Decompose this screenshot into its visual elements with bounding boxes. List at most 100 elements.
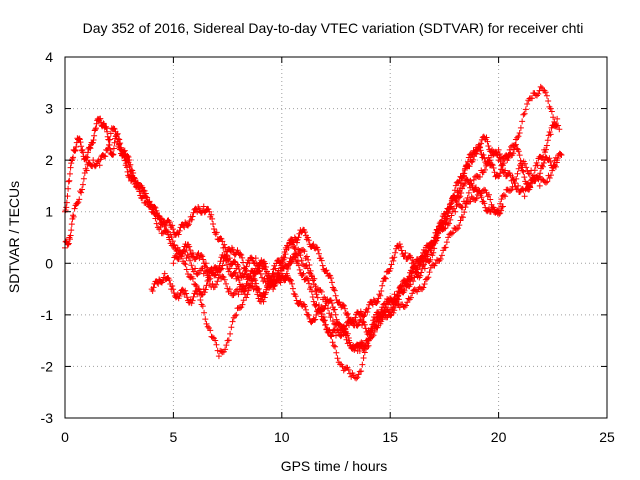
data-point-interp	[307, 284, 314, 291]
data-point-interp	[540, 153, 547, 160]
data-point-interp	[314, 294, 321, 301]
data-point-interp	[427, 256, 434, 263]
data-point-interp	[426, 258, 433, 265]
data-point-interp	[254, 268, 261, 275]
data-point-interp	[477, 140, 484, 147]
data-point-interp	[519, 118, 526, 125]
data-point-interp	[121, 147, 128, 154]
data-point-interp	[398, 282, 405, 289]
data-point-interp	[68, 227, 75, 234]
data-point-interp	[236, 277, 243, 284]
data-point-interp	[380, 278, 387, 285]
data-point-interp	[539, 163, 546, 170]
data-point	[554, 115, 561, 122]
data-point-interp	[315, 250, 322, 257]
data-point-interp	[513, 175, 520, 182]
data-point-interp	[393, 245, 400, 252]
data-point-interp	[402, 279, 409, 286]
data-point-interp	[497, 158, 504, 165]
data-point-interp	[92, 125, 99, 132]
data-point-interp	[243, 271, 250, 278]
data-point	[558, 151, 565, 158]
data-point	[450, 229, 457, 236]
data-point-interp	[73, 139, 80, 146]
data-point-interp	[73, 143, 80, 150]
data-point-interp	[407, 275, 414, 282]
data-point-interp	[267, 281, 274, 288]
data-point-interp	[522, 106, 529, 113]
data-point-interp	[485, 191, 492, 198]
data-point	[233, 311, 240, 318]
data-point-interp	[198, 251, 205, 258]
data-point-interp	[496, 172, 503, 179]
data-point-interp	[414, 288, 421, 295]
data-point-interp	[529, 180, 536, 187]
data-point-interp	[86, 144, 93, 151]
data-point-interp	[260, 262, 267, 269]
data-point-interp	[482, 204, 489, 211]
data-point-interp	[396, 241, 403, 248]
data-point-interp	[432, 238, 439, 245]
data-point	[534, 162, 541, 169]
data-point-interp	[407, 281, 414, 288]
data-point-interp	[323, 267, 330, 274]
data-point-interp	[514, 170, 521, 177]
data-point-interp	[332, 311, 339, 318]
data-point-interp	[112, 128, 119, 135]
data-point-interp	[497, 170, 504, 177]
data-point-interp	[537, 170, 544, 177]
data-point-interp	[184, 222, 191, 229]
data-point-interp	[289, 280, 296, 287]
data-point-interp	[516, 130, 523, 137]
data-point-interp	[303, 253, 310, 260]
data-point-interp	[292, 293, 299, 300]
data-point	[311, 317, 318, 324]
data-point-interp	[105, 145, 112, 152]
data-point-interp	[543, 142, 550, 149]
data-point	[226, 265, 233, 272]
data-point-interp	[390, 300, 397, 307]
data-point-interp	[229, 318, 236, 325]
data-point-interp	[188, 216, 195, 223]
data-point-interp	[80, 175, 87, 182]
data-point-interp	[182, 287, 189, 294]
data-point-interp	[187, 257, 194, 264]
data-point-interp	[150, 284, 157, 291]
data-point	[521, 193, 528, 200]
data-point-interp	[353, 375, 360, 382]
data-point-interp	[445, 234, 452, 241]
data-point-interp	[207, 266, 214, 273]
data-point-interp	[83, 153, 90, 160]
data-point-interp	[496, 154, 503, 161]
data-point-interp	[547, 158, 554, 165]
data-point-interp	[331, 326, 338, 333]
data-point-interp	[344, 310, 351, 317]
data-point	[382, 275, 389, 282]
data-point	[424, 275, 431, 282]
data-point-interp	[225, 258, 232, 265]
data-point-interp	[206, 208, 213, 215]
data-point-interp	[223, 252, 230, 259]
data-point-interp	[537, 83, 544, 90]
data-point	[304, 234, 311, 241]
data-point-interp	[517, 124, 524, 131]
data-point-interp	[485, 157, 492, 164]
data-point-interp	[366, 329, 373, 336]
data-point-interp	[477, 190, 484, 197]
data-point	[556, 126, 563, 133]
y-tick-label: -3	[41, 410, 54, 426]
data-point-interp	[203, 320, 210, 327]
data-point-interp	[411, 262, 418, 269]
data-point	[313, 301, 320, 308]
data-point	[311, 275, 318, 282]
data-point-interp	[332, 343, 339, 350]
data-point	[96, 162, 103, 169]
data-point-interp	[243, 294, 250, 301]
data-point-interp	[484, 138, 491, 145]
data-point-interp	[435, 230, 442, 237]
data-point	[519, 167, 526, 174]
data-point	[385, 301, 392, 308]
data-point-interp	[406, 276, 413, 283]
data-point	[499, 203, 506, 210]
data-point	[411, 265, 418, 272]
